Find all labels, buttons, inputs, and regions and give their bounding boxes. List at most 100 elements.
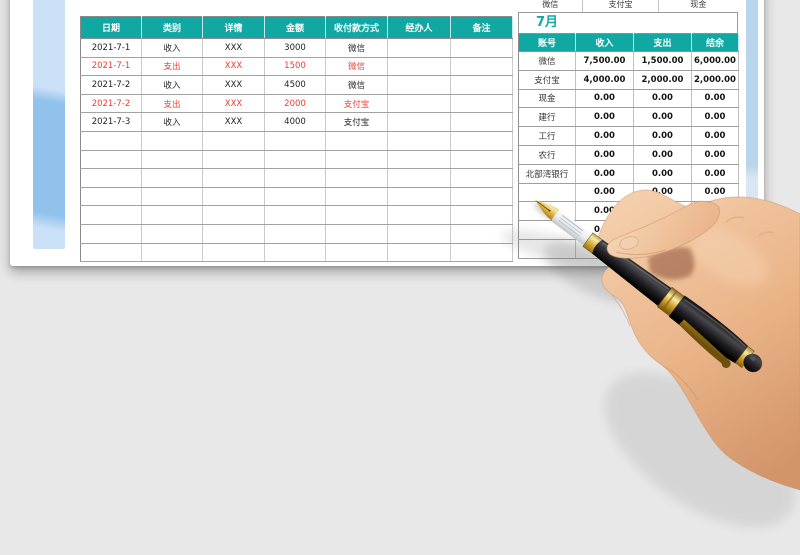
- cell-income[interactable]: 0.00: [575, 183, 634, 203]
- cell-income[interactable]: 0.00: [575, 89, 634, 109]
- cell-balance[interactable]: 0.00: [691, 107, 739, 128]
- monthly-summary-table: 账号 收入 支出 结余 微信 7,500.00 1,500.00 6,000.0…: [518, 33, 739, 259]
- cell-income[interactable]: 0.00: [575, 201, 634, 222]
- cell-income[interactable]: 0.00: [575, 107, 634, 128]
- cell-detail[interactable]: XXX: [202, 112, 265, 132]
- cell-balance[interactable]: 0.00: [691, 239, 739, 259]
- cell-date[interactable]: 2021-7-2: [80, 94, 142, 114]
- cell-handler[interactable]: [387, 112, 451, 132]
- cell-expense[interactable]: 0.00: [633, 183, 692, 203]
- cell-method[interactable]: 微信: [325, 75, 388, 95]
- cell-amount[interactable]: 4000: [264, 112, 326, 132]
- cell-expense[interactable]: 1,500.00: [633, 51, 692, 71]
- summary-row: 0.00 0.00 0.00: [518, 220, 739, 240]
- cell-income[interactable]: 0.00: [575, 164, 634, 184]
- col-header-account[interactable]: 账号: [518, 33, 576, 52]
- cell-income[interactable]: 0.00: [575, 145, 634, 165]
- cell-category[interactable]: 支出: [141, 57, 203, 77]
- cell-balance[interactable]: 0.00: [691, 201, 739, 222]
- col-header-amount[interactable]: 金额: [264, 16, 326, 39]
- cell-method[interactable]: 支付宝: [325, 94, 388, 114]
- cell-method[interactable]: 支付宝: [325, 112, 388, 132]
- cell-note[interactable]: [450, 94, 513, 114]
- cell-amount[interactable]: 1500: [264, 57, 326, 77]
- cell-date[interactable]: 2021-7-1: [80, 57, 142, 77]
- cell-income[interactable]: 0.00: [575, 239, 634, 259]
- cell-detail[interactable]: XXX: [202, 38, 265, 58]
- cell-expense[interactable]: 0.00: [633, 145, 692, 165]
- col-header-income[interactable]: 收入: [575, 33, 634, 52]
- ledger-row: 2021-7-2 收入 XXX 4500 微信: [80, 75, 513, 95]
- cell-account[interactable]: [518, 183, 576, 203]
- col-header-date[interactable]: 日期: [80, 16, 142, 39]
- cell-account[interactable]: 工行: [518, 126, 576, 146]
- cell-account[interactable]: 农行: [518, 145, 576, 165]
- cell-method[interactable]: 微信: [325, 38, 388, 58]
- cell-account[interactable]: 支付宝: [518, 70, 576, 90]
- pen-center-band: [656, 286, 685, 317]
- ledger-empty-row: [80, 243, 513, 263]
- clipped-label-wechat: 微信: [518, 0, 584, 12]
- col-header-method[interactable]: 收付款方式: [325, 16, 388, 39]
- cell-amount[interactable]: 4500: [264, 75, 326, 95]
- cell-note[interactable]: [450, 112, 513, 132]
- cell-detail[interactable]: XXX: [202, 94, 265, 114]
- cell-account[interactable]: [518, 201, 576, 222]
- cell-income[interactable]: 4,000.00: [575, 70, 634, 90]
- cell-expense[interactable]: 0.00: [633, 201, 692, 222]
- cell-expense[interactable]: 0.00: [633, 89, 692, 109]
- cell-account[interactable]: [518, 220, 576, 240]
- cell-balance[interactable]: 6,000.00: [691, 51, 739, 71]
- cell-balance[interactable]: 0.00: [691, 220, 739, 240]
- cell-income[interactable]: 7,500.00: [575, 51, 634, 71]
- col-header-note[interactable]: 备注: [450, 16, 513, 39]
- cell-note[interactable]: [450, 57, 513, 77]
- cell-expense[interactable]: 0.00: [633, 164, 692, 184]
- cell-account[interactable]: 北部湾银行: [518, 164, 576, 184]
- cell-category[interactable]: 收入: [141, 75, 203, 95]
- cell-account[interactable]: 建行: [518, 107, 576, 128]
- clipped-label-cash: 现金: [690, 0, 707, 9]
- cell-account[interactable]: 现金: [518, 89, 576, 109]
- cell-category[interactable]: 收入: [141, 38, 203, 58]
- cell-handler[interactable]: [387, 57, 451, 77]
- cell-expense[interactable]: 0.00: [633, 126, 692, 146]
- cell-balance[interactable]: 0.00: [691, 126, 739, 146]
- cell-expense[interactable]: 2,000.00: [633, 70, 692, 90]
- ledger-empty-row: [80, 205, 513, 225]
- col-header-detail[interactable]: 详情: [202, 16, 265, 39]
- cell-balance[interactable]: 0.00: [691, 183, 739, 203]
- summary-row: 微信 7,500.00 1,500.00 6,000.00: [518, 51, 739, 71]
- cell-balance[interactable]: 0.00: [691, 164, 739, 184]
- cell-balance[interactable]: 0.00: [691, 89, 739, 109]
- cell-detail[interactable]: XXX: [202, 75, 265, 95]
- cell-expense[interactable]: 0.00: [633, 220, 692, 240]
- cell-income[interactable]: 0.00: [575, 126, 634, 146]
- cell-balance[interactable]: 2,000.00: [691, 70, 739, 90]
- cell-category[interactable]: 支出: [141, 94, 203, 114]
- cell-handler[interactable]: [387, 94, 451, 114]
- col-header-category[interactable]: 类别: [141, 16, 203, 39]
- cell-amount[interactable]: 3000: [264, 38, 326, 58]
- cell-expense[interactable]: 0.00: [633, 107, 692, 128]
- cell-handler[interactable]: [387, 38, 451, 58]
- summary-row: 北部湾银行 0.00 0.00 0.00: [518, 164, 739, 184]
- cell-handler[interactable]: [387, 75, 451, 95]
- cell-detail[interactable]: XXX: [202, 57, 265, 77]
- cell-note[interactable]: [450, 75, 513, 95]
- cell-expense[interactable]: 0.00: [633, 239, 692, 259]
- cell-category[interactable]: 收入: [141, 112, 203, 132]
- cell-method[interactable]: 微信: [325, 57, 388, 77]
- cell-date[interactable]: 2021-7-3: [80, 112, 142, 132]
- col-header-expense[interactable]: 支出: [633, 33, 692, 52]
- col-header-handler[interactable]: 经办人: [387, 16, 451, 39]
- cell-balance[interactable]: 0.00: [691, 145, 739, 165]
- cell-amount[interactable]: 2000: [264, 94, 326, 114]
- col-header-balance[interactable]: 结余: [691, 33, 739, 52]
- cell-income[interactable]: 0.00: [575, 220, 634, 240]
- cell-account[interactable]: [518, 239, 576, 259]
- cell-date[interactable]: 2021-7-1: [80, 38, 142, 58]
- cell-date[interactable]: 2021-7-2: [80, 75, 142, 95]
- cell-account[interactable]: 微信: [518, 51, 576, 71]
- cell-note[interactable]: [450, 38, 513, 58]
